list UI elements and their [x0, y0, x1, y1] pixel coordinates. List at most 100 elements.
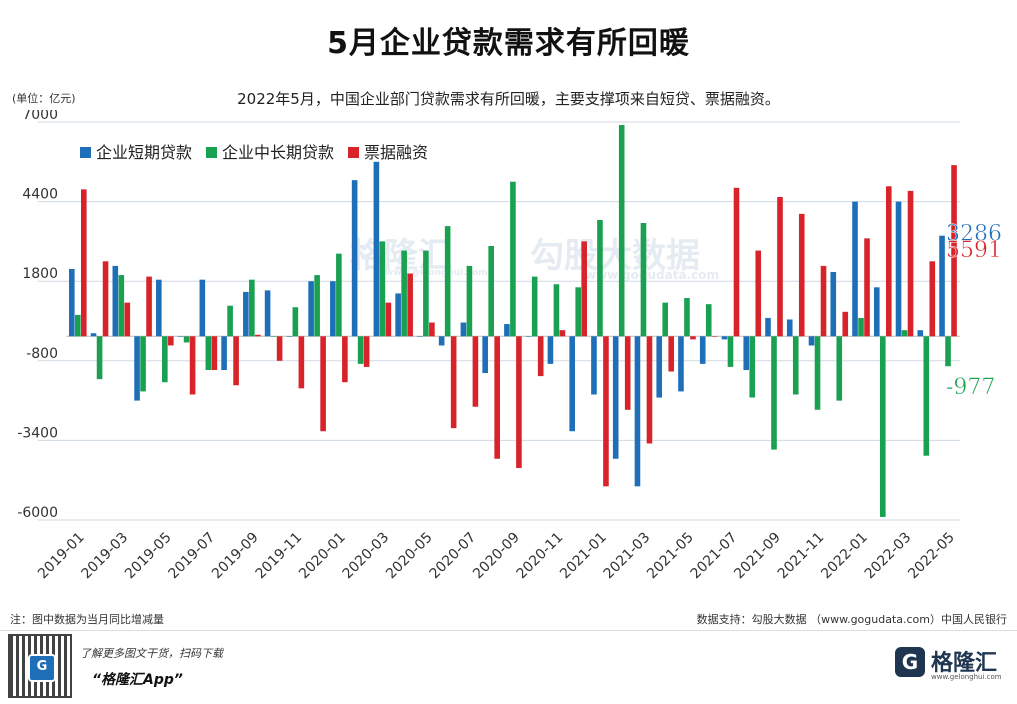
- x-tick-label: 2020-09: [470, 530, 523, 583]
- bar: [786, 319, 793, 337]
- bar: [765, 317, 771, 337]
- bar: [771, 336, 777, 450]
- bar: [308, 281, 314, 337]
- bar: [102, 261, 109, 337]
- bar: [569, 336, 575, 432]
- bar: [504, 324, 510, 337]
- y-tick-label: 1800: [22, 266, 58, 282]
- x-tick-label: 2019-05: [122, 530, 175, 583]
- legend-swatch: [348, 147, 359, 158]
- footnote: 注：图中数据为当月同比增减量: [10, 613, 164, 626]
- bar: [199, 279, 206, 337]
- bar: [134, 336, 140, 401]
- bar: [124, 302, 131, 337]
- footer-divider: [0, 630, 1017, 631]
- bar: [298, 336, 305, 389]
- bar: [873, 287, 880, 337]
- x-tick-label: 2020-11: [514, 530, 567, 583]
- bar: [777, 197, 783, 337]
- promo-app-name: “格隆汇App”: [92, 672, 183, 688]
- bar: [211, 336, 218, 370]
- bar: [858, 317, 864, 337]
- bar: [407, 273, 413, 337]
- bar: [395, 293, 401, 337]
- bar: [357, 336, 364, 364]
- bar: [336, 253, 342, 337]
- bar: [603, 336, 609, 487]
- bar: [90, 333, 97, 337]
- bar: [320, 336, 326, 432]
- bar: [221, 336, 227, 370]
- x-tick-label: 2021-01: [557, 530, 610, 583]
- x-tick-label: 2019-07: [166, 530, 219, 583]
- chart-title: 5月企业贷款需求有所回暖: [327, 26, 690, 61]
- bar: [81, 189, 87, 337]
- bar: [929, 261, 936, 337]
- bar: [385, 302, 392, 337]
- x-tick-label: 2021-11: [775, 530, 828, 583]
- bar: [162, 336, 168, 383]
- bar: [423, 250, 429, 337]
- bar: [798, 213, 805, 337]
- x-tick-label: 2022-05: [905, 530, 958, 583]
- bar: [75, 314, 81, 337]
- bar: [168, 336, 174, 346]
- bar: [951, 165, 957, 337]
- bar: [852, 201, 858, 337]
- bar-chart: 7000 4400 1800 -800 -3400 -6000 2019-012019-03…: [17, 110, 1002, 583]
- bar: [189, 336, 196, 395]
- bar: [330, 281, 336, 337]
- bar: [482, 336, 488, 374]
- x-tick-label: 2021-03: [601, 530, 654, 583]
- bar: [494, 336, 500, 459]
- bar: [553, 284, 560, 337]
- bar: [705, 304, 712, 337]
- bar: [640, 223, 647, 337]
- legend-label: 企业短期贷款: [96, 143, 192, 162]
- bar: [662, 302, 669, 337]
- legend-label: 票据融资: [364, 143, 428, 162]
- bar: [917, 330, 924, 337]
- bar: [646, 336, 653, 444]
- x-tick-label: 2020-01: [296, 530, 349, 583]
- bar: [945, 336, 951, 367]
- x-tick-label: 2022-01: [818, 530, 871, 583]
- watermark-left: 格隆汇: [350, 236, 452, 276]
- bar: [156, 279, 162, 337]
- bar: [69, 268, 75, 337]
- bar: [255, 334, 261, 337]
- bar: [118, 275, 125, 337]
- bar: [836, 336, 843, 401]
- bar: [634, 336, 641, 487]
- end-value-label: 3286: [946, 222, 1002, 247]
- bar: [895, 201, 902, 337]
- bar: [547, 336, 554, 364]
- bar: [624, 336, 631, 410]
- bar: [183, 336, 190, 343]
- qr-logo-icon: G: [28, 654, 56, 682]
- x-tick-label: 2019-11: [253, 530, 306, 583]
- bar: [363, 336, 370, 367]
- bar: [820, 265, 827, 337]
- legend-label: 企业中长期贷款: [222, 143, 334, 162]
- bar: [177, 336, 184, 337]
- bar: [444, 226, 451, 337]
- bar: [733, 187, 740, 337]
- bar: [939, 235, 945, 337]
- bar: [792, 336, 799, 395]
- x-tick-label: 2021-05: [644, 530, 697, 583]
- bar: [249, 279, 255, 337]
- x-tick-label: 2021-07: [688, 530, 741, 583]
- bar: [243, 291, 249, 337]
- bar: [146, 276, 152, 337]
- x-tick-label: 2019-01: [35, 530, 88, 583]
- bar: [808, 336, 815, 346]
- y-tick-label: 7000: [22, 110, 58, 123]
- bar: [743, 336, 750, 370]
- bar: [460, 322, 467, 337]
- watermark-right-url: www.gogudata.com: [585, 268, 719, 282]
- bar: [227, 305, 233, 337]
- bar: [879, 336, 886, 517]
- bar: [510, 181, 516, 337]
- bar: [96, 336, 103, 380]
